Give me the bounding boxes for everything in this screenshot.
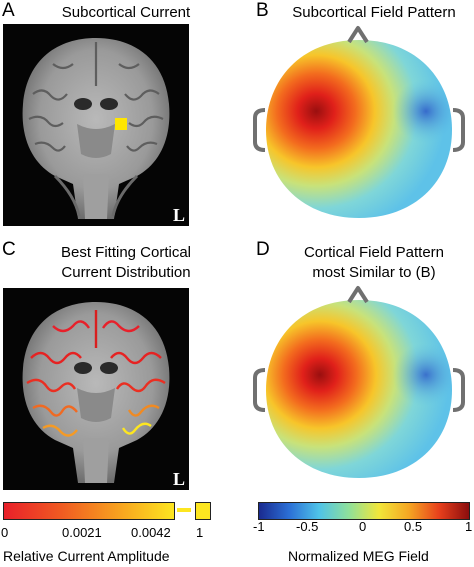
field-tick-4: 1 <box>465 519 473 534</box>
panel-letter-b: B <box>256 0 269 21</box>
current-colorbar-gradient <box>3 502 175 520</box>
current-colorbar-break <box>177 508 191 512</box>
current-tick-1: 0.0021 <box>62 525 102 540</box>
field-tick-3: 0.5 <box>404 519 423 534</box>
panel-c-title-line-1: Best Fitting Cortical <box>60 244 192 261</box>
current-tick-3: 1 <box>196 525 204 540</box>
field-tick-2: 0 <box>359 519 367 534</box>
field-colorbar-gradient <box>258 502 470 520</box>
current-tick-2: 0.0042 <box>131 525 171 540</box>
mri-image-a: L <box>3 24 189 226</box>
panel-letter-c: C <box>2 239 16 260</box>
panel-d-title-line-1: Cortical Field Pattern <box>303 244 445 261</box>
brain-coronal-slice-c <box>22 302 170 483</box>
field-colorbar-label: Normalized MEG Field <box>288 548 429 564</box>
current-colorbar <box>3 502 211 520</box>
brain-coronal-slice-a <box>22 38 170 219</box>
meg-field-topomap-b <box>253 26 465 218</box>
field-tick-0: -1 <box>253 519 265 534</box>
panel-c-title-line-2: Current Distribution <box>61 264 191 281</box>
field-tick-1: -0.5 <box>296 519 319 534</box>
panel-letter-a: A <box>2 0 15 21</box>
orientation-left-mark-a: L <box>173 205 186 225</box>
current-colorbar-label: Relative Current Amplitude <box>3 548 170 564</box>
panel-letter-d: D <box>256 239 270 260</box>
panel-a-title: Subcortical Current <box>61 4 191 21</box>
orientation-left-mark-c: L <box>173 469 186 489</box>
current-tick-0: 0 <box>1 525 9 540</box>
current-colorbar-max-swatch <box>195 502 211 520</box>
mri-image-c: L <box>3 288 189 490</box>
panel-b-title: Subcortical Field Pattern <box>292 4 456 21</box>
panel-d-title-line-2: most Similar to (B) <box>312 264 436 281</box>
meg-field-topomap-d <box>253 286 465 478</box>
